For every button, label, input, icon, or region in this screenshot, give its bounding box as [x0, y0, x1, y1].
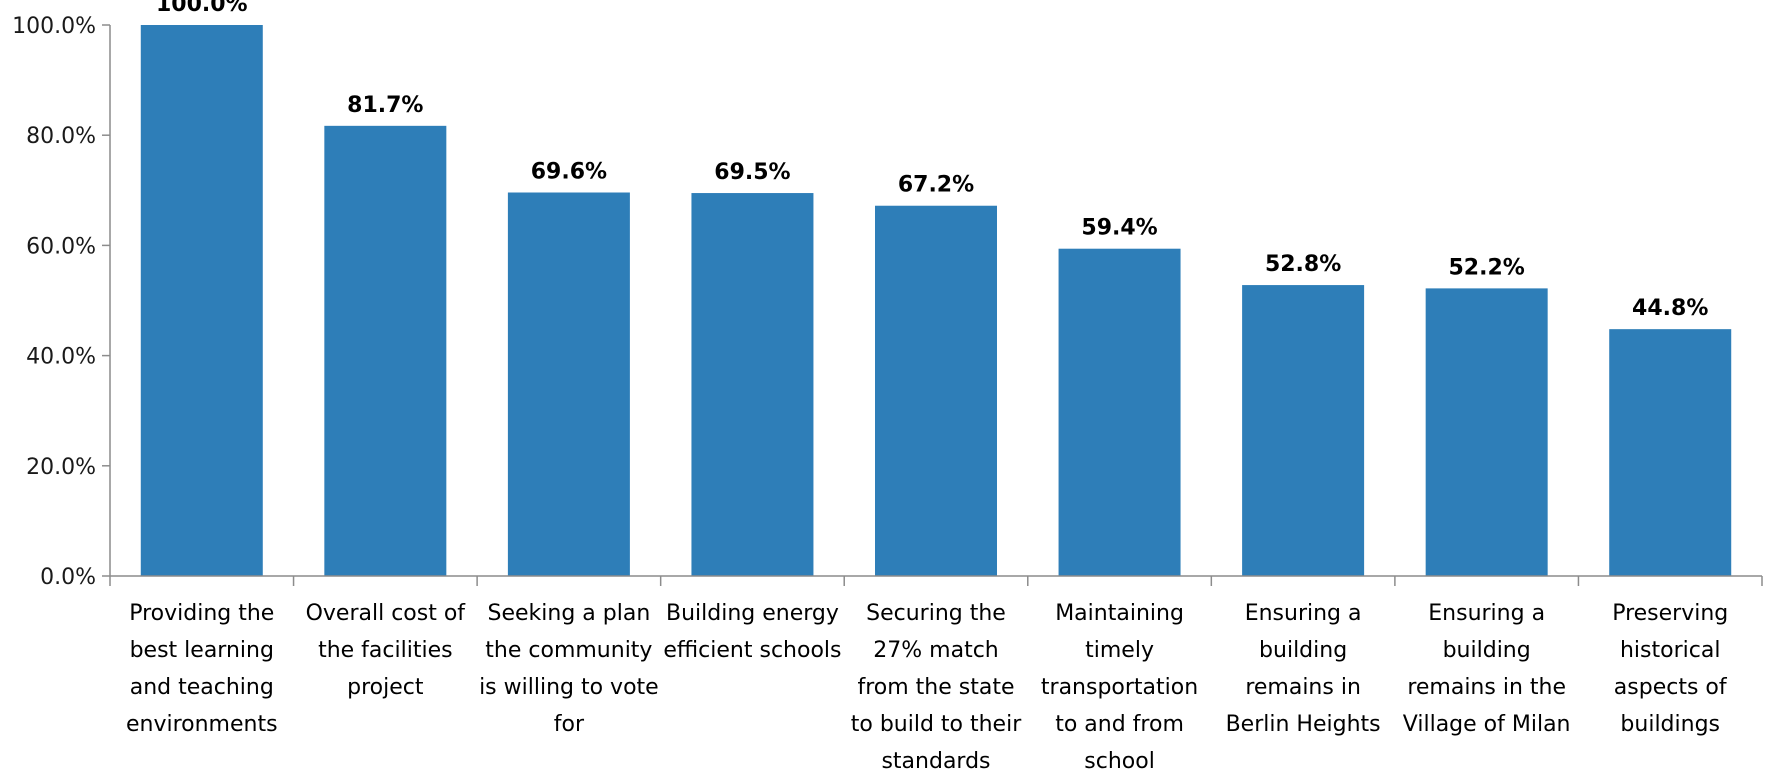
bar — [324, 125, 447, 576]
category-label-line: building — [1259, 638, 1347, 663]
category-label-line: 27% match — [873, 638, 998, 663]
category-label: Providing the best learning and teaching en… — [126, 601, 278, 737]
category-label-line: Ensuring a — [1245, 601, 1362, 626]
category-label-line: to and from — [1055, 712, 1184, 737]
category-label-line: building — [1443, 638, 1531, 663]
category-label-line: environments — [126, 712, 278, 737]
category-label-line: from the state — [857, 675, 1014, 700]
data-label: 44.8% — [1632, 296, 1708, 321]
data-labels-group: 100.0% 81.7% 69.6% 69.5% 67.2% 59.4% 52.8% 52.2… — [156, 0, 1708, 321]
bar — [875, 205, 997, 576]
category-label: Overall cost of the facilities project — [306, 601, 467, 700]
y-axis: 0.0% 20.0% 40.0% 60.0% 80.0% 100.0% — [12, 14, 111, 590]
category-label-line: Providing the — [129, 601, 274, 626]
data-label: 69.6% — [531, 160, 607, 185]
category-label: Ensuring a building remains in Berlin Heigh… — [1226, 601, 1381, 737]
category-label-line: efficient schools — [663, 638, 841, 663]
category-label-line: the community — [485, 638, 652, 663]
category-label-line: Maintaining — [1055, 601, 1184, 626]
data-label: 100.0% — [156, 0, 248, 17]
category-label-line: is willing to vote — [479, 675, 659, 700]
y-tick-label: 100.0% — [12, 14, 96, 39]
category-label: Securing the 27% match from the state to bu… — [851, 601, 1022, 774]
y-tick-label: 60.0% — [26, 234, 96, 259]
category-label: Preserving historical aspects of buildings — [1612, 601, 1728, 737]
category-label-line: Seeking a plan — [488, 601, 651, 626]
y-tick-label: 20.0% — [26, 455, 96, 480]
category-label-line: buildings — [1620, 712, 1720, 737]
y-tick-label: 0.0% — [40, 565, 96, 590]
category-label-line: Village of Milan — [1403, 712, 1571, 737]
category-label-line: historical — [1620, 638, 1720, 663]
bar — [507, 192, 630, 576]
category-label-line: Building energy — [666, 601, 839, 626]
bar — [1425, 288, 1548, 576]
category-label: Maintaining timely transportation to and fr… — [1041, 601, 1198, 774]
category-label-line: remains in — [1245, 675, 1361, 700]
category-label-line: Securing the — [866, 601, 1006, 626]
category-label: Building energy efficient schools — [663, 601, 841, 663]
data-label: 69.5% — [714, 160, 790, 185]
category-label-line: timely — [1085, 638, 1154, 663]
category-label-line: project — [347, 675, 424, 700]
bars-group — [140, 25, 1732, 576]
data-label: 67.2% — [898, 173, 974, 198]
category-label-line: to build to their — [851, 712, 1022, 737]
category-label: Ensuring a building remains in the Village … — [1403, 601, 1571, 737]
x-axis: Providing the best learning and teaching en… — [109, 575, 1763, 774]
category-label-line: Overall cost of — [306, 601, 467, 626]
category-label-line: Berlin Heights — [1226, 712, 1381, 737]
category-label-line: remains in the — [1407, 675, 1566, 700]
data-label: 52.2% — [1449, 255, 1525, 280]
category-label-line: standards — [881, 749, 990, 774]
bar — [1242, 285, 1365, 576]
category-label-line: transportation — [1041, 675, 1198, 700]
bar — [140, 25, 263, 576]
category-label-line: school — [1084, 749, 1155, 774]
data-label: 52.8% — [1265, 252, 1341, 277]
category-label-line: the facilities — [318, 638, 453, 663]
category-label: Seeking a plan the community is willing to… — [479, 601, 659, 737]
category-label-line: Ensuring a — [1428, 601, 1545, 626]
data-label: 59.4% — [1081, 216, 1157, 241]
category-label-line: best learning — [130, 638, 274, 663]
data-label: 81.7% — [347, 93, 423, 118]
category-label-line: aspects of — [1614, 675, 1728, 700]
category-label-line: for — [554, 712, 585, 737]
y-tick-label: 80.0% — [26, 124, 96, 149]
category-label-line: and teaching — [130, 675, 274, 700]
bar — [1058, 248, 1181, 576]
bar — [1609, 329, 1732, 576]
y-tick-label: 40.0% — [26, 345, 96, 370]
bar — [691, 193, 814, 576]
category-label-line: Preserving — [1612, 601, 1728, 626]
